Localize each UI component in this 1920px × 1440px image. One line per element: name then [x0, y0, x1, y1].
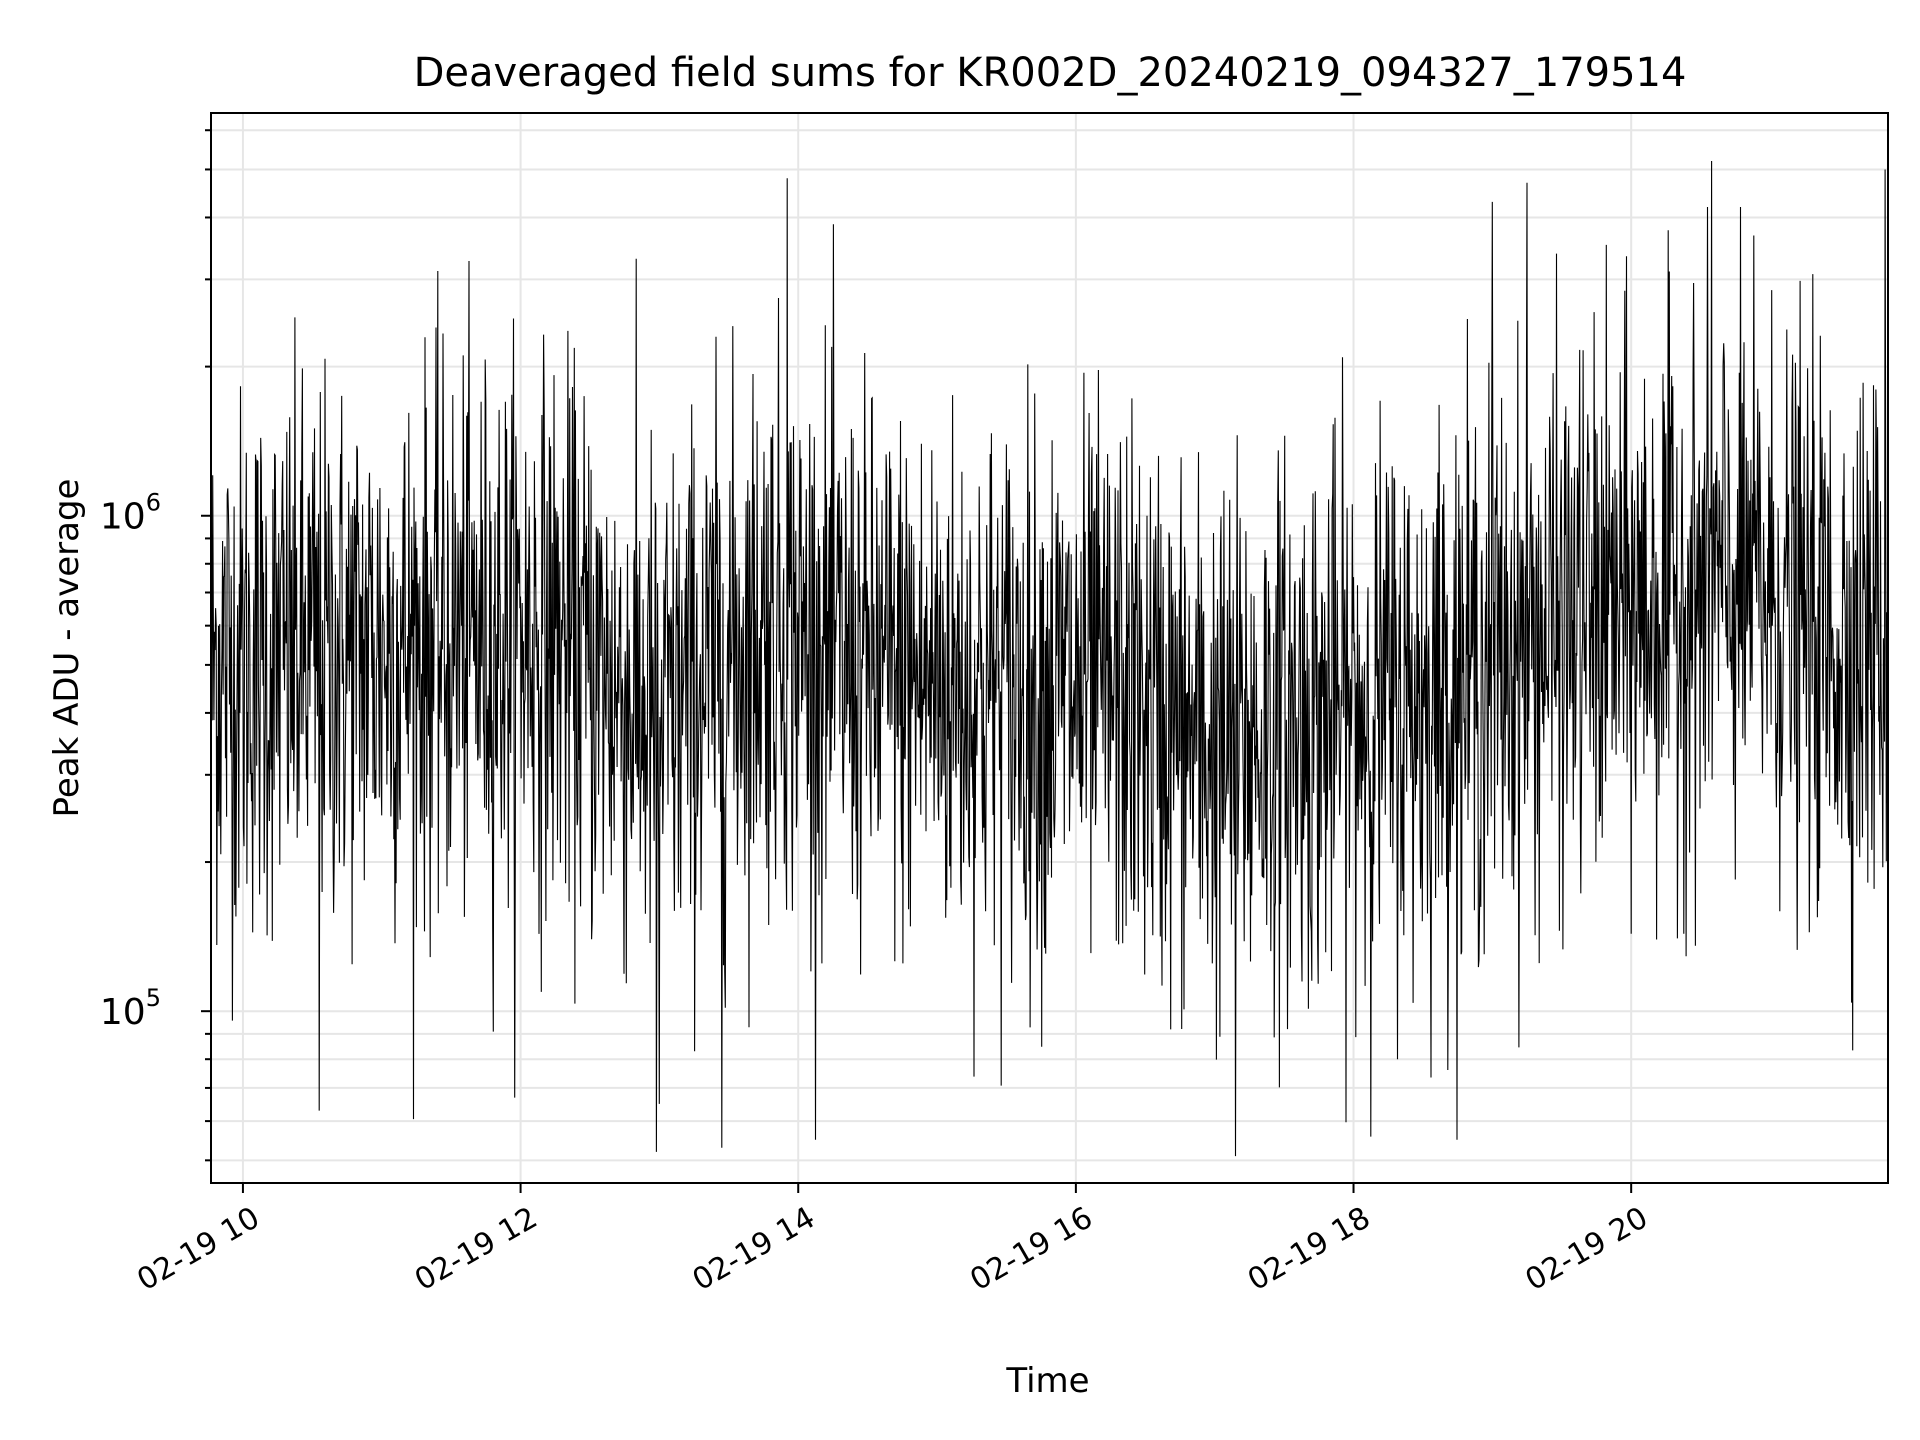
y-axis-label: Peak ADU - average — [47, 479, 87, 818]
y-tick-base: 10 — [100, 992, 146, 1033]
data-layer — [210, 160, 1889, 1157]
y-tick-exponent: 5 — [146, 984, 161, 1012]
y-tick-label: 106 — [100, 489, 161, 538]
y-tick-base: 10 — [100, 497, 146, 538]
series-line — [210, 160, 1889, 1157]
chart-title: Deaveraged field sums for KR002D_2024021… — [414, 50, 1687, 96]
y-tick-exponent: 6 — [146, 489, 161, 517]
x-axis-label: Time — [1005, 1361, 1089, 1401]
y-tick-label: 105 — [100, 984, 161, 1033]
plot-frame — [210, 112, 1889, 1184]
